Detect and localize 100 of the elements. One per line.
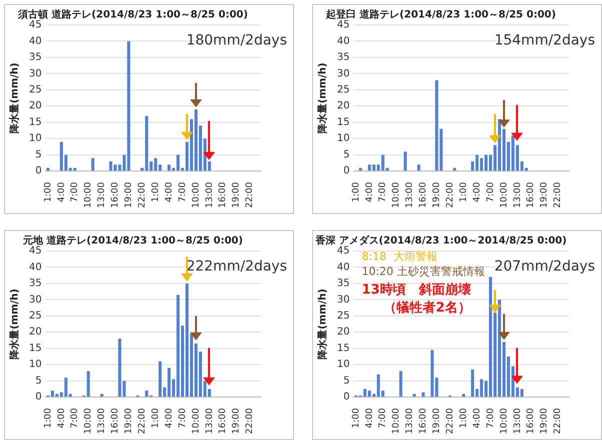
x-tick-label: 1:00 (150, 182, 161, 202)
y-tick-label: 20 (336, 326, 350, 338)
x-tick-label: 10:00 (499, 408, 510, 434)
chart-title: 元地 道路テレ(2014/8/23 1:00～8/25 0:00) (22, 234, 243, 247)
y-tick-label: 10 (28, 133, 42, 144)
x-tick-label: 22:00 (445, 408, 456, 434)
y-tick-label: 0 (343, 392, 350, 403)
y-tick-label: 0 (35, 392, 42, 403)
y-tick-label: 35 (336, 52, 350, 64)
annotation: 13時頃 斜面崩壊 (362, 282, 471, 298)
y-tick-label: 10 (336, 133, 350, 144)
x-tick-label: 22:00 (137, 408, 148, 434)
y-tick-label: 30 (336, 68, 350, 80)
x-tick-label: 16:00 (526, 408, 536, 434)
y-tick-label: 20 (336, 100, 350, 112)
y-tick-label: 40 (336, 262, 350, 273)
x-tick-label: 4:00 (472, 408, 482, 428)
x-tick-label: 4:00 (164, 182, 174, 202)
bar (185, 283, 189, 397)
chart-title: 須古頓 道路テレ(2014/8/23 1:00～8/25 0:00) (17, 8, 248, 21)
x-tick-label: 4:00 (56, 182, 67, 202)
y-tick-label: 30 (336, 294, 350, 306)
x-tick-label: 19:00 (432, 182, 442, 208)
y-tick-label: 20 (28, 326, 42, 338)
x-tick-label: 19:00 (124, 408, 134, 434)
annotation: 222mm/2days (186, 258, 287, 275)
x-tick-label: 7:00 (486, 408, 496, 428)
bar (462, 394, 466, 397)
x-tick-label: 4:00 (56, 408, 67, 428)
x-tick-label: 1:00 (351, 408, 362, 428)
bar (430, 350, 434, 397)
bar (358, 168, 362, 171)
bar (417, 164, 420, 171)
y-tick-label: 45 (28, 246, 42, 257)
x-tick-label: 16:00 (218, 182, 228, 208)
x-tick-label: 1:00 (43, 408, 54, 428)
y-tick-label: 5 (343, 149, 350, 160)
y-tick-label: 25 (28, 84, 42, 96)
y-tick-label: 20 (28, 100, 42, 112)
x-tick-label: 16:00 (110, 408, 121, 434)
y-tick-label: 40 (28, 36, 42, 47)
y-tick-label: 40 (28, 262, 42, 273)
y-tick-label: 0 (343, 166, 350, 177)
annotation: 10:20 土砂災害警戒情報 (362, 264, 485, 278)
y-tick-label: 35 (28, 278, 42, 290)
y-tick-label: 5 (343, 375, 350, 386)
y-tick-label: 25 (336, 84, 350, 96)
x-tick-label: 7:00 (378, 182, 388, 202)
annotation: （犠牲者2名） (384, 300, 471, 316)
bar (86, 371, 90, 397)
x-tick-label: 16:00 (418, 408, 429, 434)
x-tick-label: 7:00 (486, 182, 496, 202)
x-tick-label: 4:00 (364, 182, 375, 202)
bar (46, 168, 50, 171)
x-tick-label: 16:00 (110, 182, 121, 208)
y-tick-label: 0 (35, 166, 42, 177)
y-tick-label: 25 (336, 310, 350, 322)
y-tick-label: 5 (35, 149, 42, 160)
x-tick-label: 4:00 (364, 408, 375, 428)
x-tick-label: 7:00 (378, 408, 388, 428)
y-tick-label: 35 (336, 278, 350, 290)
bar (412, 394, 416, 397)
x-tick-label: 22:00 (553, 182, 564, 208)
x-tick-label: 10:00 (392, 408, 402, 434)
bar (91, 158, 94, 171)
chart-title: 香深 アメダス(2014/8/23 1:00～2014/8/25 0:00) (314, 234, 567, 247)
x-tick-label: 16:00 (526, 182, 536, 208)
y-tick-label: 15 (28, 342, 42, 354)
annotation: 154mm/2days (494, 32, 595, 49)
x-tick-label: 1:00 (458, 182, 469, 202)
x-tick-label: 10:00 (84, 408, 94, 434)
y-axis-title: 降水量(mm/h) (8, 62, 21, 134)
x-tick-label: 10:00 (84, 182, 94, 208)
y-tick-label: 10 (336, 359, 350, 370)
bar (520, 388, 524, 397)
x-tick-label: 10:00 (191, 182, 202, 208)
x-tick-label: 22:00 (553, 408, 564, 434)
x-tick-label: 7:00 (70, 408, 80, 428)
bar (435, 80, 438, 171)
x-tick-label: 7:00 (70, 182, 80, 202)
x-tick-label: 16:00 (418, 182, 429, 208)
x-tick-label: 1:00 (43, 182, 54, 202)
y-tick-label: 40 (336, 36, 350, 47)
x-tick-label: 22:00 (245, 182, 256, 208)
bar (404, 152, 407, 171)
bar (453, 168, 456, 171)
y-tick-label: 45 (336, 20, 350, 31)
y-tick-label: 45 (336, 246, 350, 257)
x-tick-label: 13:00 (512, 182, 523, 208)
y-tick-label: 15 (28, 116, 42, 128)
x-tick-label: 13:00 (405, 408, 416, 434)
x-tick-label: 7:00 (178, 182, 188, 202)
bar (100, 394, 104, 397)
x-tick-label: 19:00 (232, 182, 242, 208)
y-tick-label: 15 (336, 342, 350, 354)
bar (168, 164, 171, 171)
y-axis-title: 降水量(mm/h) (316, 62, 329, 134)
y-tick-label: 15 (336, 116, 350, 128)
y-tick-label: 10 (28, 359, 42, 370)
x-tick-label: 1:00 (351, 182, 362, 202)
